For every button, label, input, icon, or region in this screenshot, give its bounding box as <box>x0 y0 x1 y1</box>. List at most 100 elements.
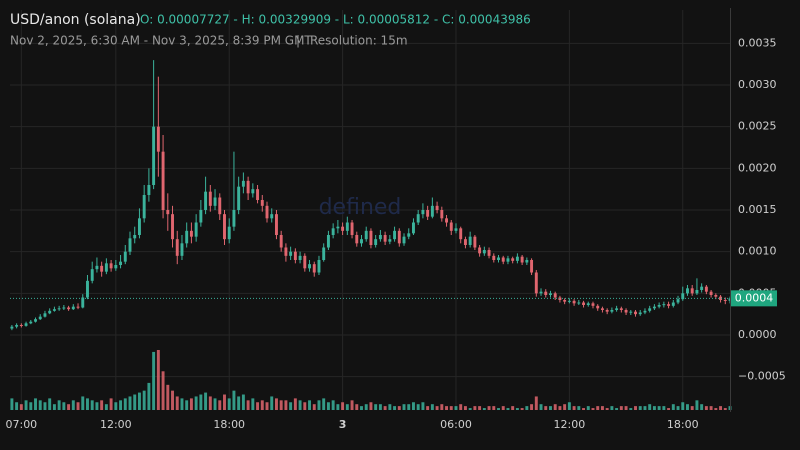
plot <box>10 60 732 410</box>
volume-bar <box>383 406 387 410</box>
volume-bar <box>709 406 713 410</box>
volume-bar <box>459 404 463 410</box>
volume-bar <box>52 404 56 410</box>
candle-body <box>223 214 226 240</box>
volume-bar <box>549 406 552 410</box>
candle-body <box>289 251 293 256</box>
volume-bar <box>246 400 250 410</box>
candle-body <box>700 286 704 290</box>
candle-body <box>232 210 236 227</box>
candle-body <box>57 308 61 310</box>
candle-body <box>473 236 477 248</box>
candle-body <box>119 261 123 265</box>
candle-body <box>454 228 458 231</box>
candle-body <box>24 323 28 326</box>
candle-body <box>81 297 85 308</box>
volume-bar <box>605 408 609 410</box>
volume-bar <box>152 351 156 410</box>
x-tick-label: 06:00 <box>440 418 472 431</box>
candle-body <box>478 247 482 254</box>
volume-bar <box>171 390 174 410</box>
volume-bar <box>619 406 623 410</box>
volume-bar <box>629 408 633 410</box>
candle-body <box>487 250 491 256</box>
volume-bar <box>525 406 529 410</box>
candle-body <box>591 303 595 306</box>
volume-bar <box>397 406 401 410</box>
volume-bar <box>326 402 330 410</box>
volume-bar <box>667 408 671 410</box>
candle-body <box>336 226 340 229</box>
candle-body <box>506 258 510 262</box>
volume-bar <box>676 406 680 410</box>
candle-body <box>605 310 609 312</box>
volume-bar <box>610 406 614 410</box>
volume-bar <box>463 406 467 410</box>
candle-body <box>156 126 160 152</box>
volume-bar <box>137 392 141 410</box>
candle-body <box>104 263 108 272</box>
volume-bar <box>199 394 203 410</box>
volume-bar <box>223 394 226 410</box>
candle-body <box>19 325 23 326</box>
candle-body <box>709 291 713 295</box>
volume-bar <box>671 404 675 410</box>
volume-bar <box>634 406 637 410</box>
volume-bar <box>76 402 80 410</box>
volume-bar <box>421 402 425 410</box>
volume-bar <box>478 406 482 410</box>
candle-body <box>326 235 330 248</box>
candle-body <box>482 250 486 254</box>
candle-body <box>29 321 33 324</box>
volume-bar <box>156 350 160 410</box>
candle-body <box>251 189 255 194</box>
ohlc-summary: O: 0.00007727 - H: 0.00329909 - L: 0.000… <box>140 13 531 27</box>
candle-body <box>95 265 99 270</box>
volume-bar <box>317 400 321 410</box>
candle-body <box>445 218 448 223</box>
candle-body <box>227 226 231 240</box>
x-tick-label: 12:00 <box>554 418 586 431</box>
volume-bar <box>147 382 151 410</box>
volume-bar <box>690 406 694 410</box>
candle-body <box>435 205 439 210</box>
candle-body <box>421 210 425 215</box>
candle-body <box>274 214 278 235</box>
candle-body <box>652 306 656 309</box>
volume-bar <box>67 404 71 410</box>
volume-bar <box>232 390 236 410</box>
candle-body <box>463 239 467 245</box>
volume-bar <box>336 404 340 410</box>
candle-body <box>114 265 118 269</box>
candle-body <box>62 307 66 309</box>
volume-bar <box>355 404 359 410</box>
volume-bar <box>29 402 33 410</box>
watermark: defined <box>319 195 402 220</box>
separator: | <box>296 34 300 48</box>
candle-body <box>520 256 524 263</box>
volume-bar <box>104 404 108 410</box>
candle-body <box>549 293 552 295</box>
candle-body <box>374 239 378 245</box>
volume-bar <box>563 404 567 410</box>
volume-bar <box>114 402 118 410</box>
volume-bar <box>90 400 94 410</box>
volume-bar <box>133 394 137 410</box>
volume-bar <box>435 406 439 410</box>
volume-bar <box>279 400 283 410</box>
volume-bar <box>62 402 66 410</box>
candle-body <box>360 239 363 244</box>
candle-body <box>686 288 689 294</box>
volume-bar <box>71 400 75 410</box>
candle-body <box>501 257 505 262</box>
candle-body <box>208 191 212 206</box>
candle-body <box>714 295 718 297</box>
candle-body <box>544 291 548 295</box>
candle-body <box>690 288 694 294</box>
candle-body <box>175 239 179 256</box>
candle-body <box>166 210 170 215</box>
volume-bar <box>416 404 420 410</box>
volume-bar <box>284 400 288 410</box>
y-tick-label: 0.0035 <box>738 36 777 49</box>
